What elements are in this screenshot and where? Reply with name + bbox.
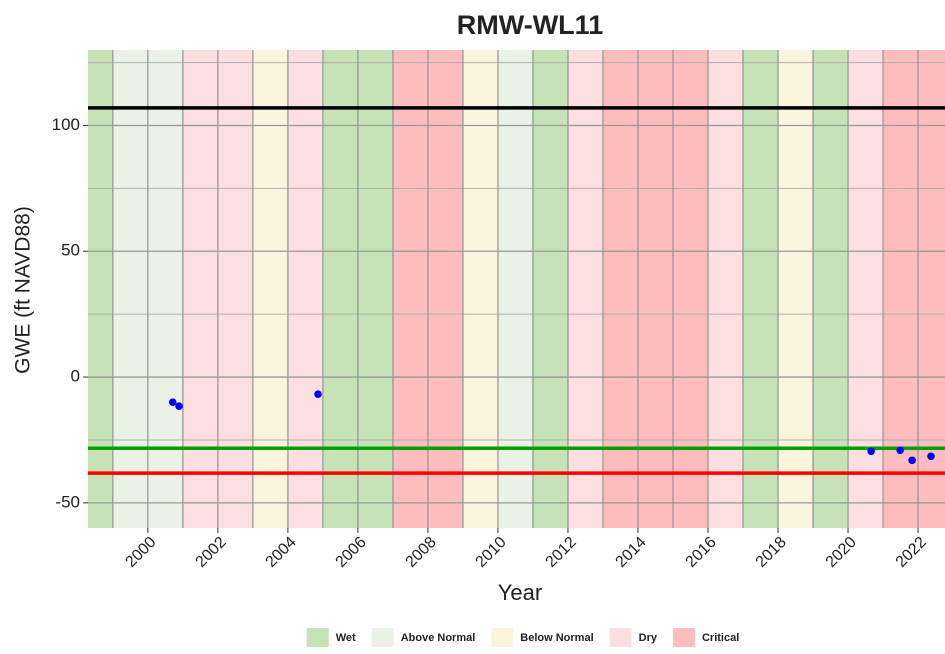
plot-area bbox=[88, 50, 945, 528]
chart-title: RMW-WL11 bbox=[457, 10, 603, 40]
water-year-band bbox=[497, 50, 533, 528]
legend-swatch bbox=[609, 628, 632, 647]
water-year-band bbox=[427, 50, 463, 528]
x-tick-label: 2008 bbox=[403, 534, 440, 571]
x-tick-label: 2002 bbox=[193, 534, 230, 571]
x-tick-label: 2020 bbox=[823, 534, 860, 571]
water-year-band bbox=[707, 50, 744, 528]
water-year-band bbox=[147, 50, 183, 528]
water-year-band bbox=[778, 50, 814, 528]
water-year-band bbox=[532, 50, 568, 528]
x-tick-label: 2018 bbox=[753, 534, 790, 571]
legend-label: Above Normal bbox=[401, 632, 476, 644]
y-tick-label: 50 bbox=[61, 241, 80, 260]
legend-label: Critical bbox=[702, 632, 739, 644]
legend: Wet Above Normal Below Normal Dry Critical bbox=[306, 628, 739, 647]
water-year-band bbox=[287, 50, 323, 528]
y-tick-label: 0 bbox=[71, 367, 80, 386]
water-year-band bbox=[462, 50, 498, 528]
x-tick-label: 2022 bbox=[893, 534, 930, 571]
data-point bbox=[896, 446, 904, 455]
water-year-band bbox=[848, 50, 884, 528]
water-year-band bbox=[252, 50, 288, 528]
water-year-band bbox=[322, 50, 358, 528]
water-year-band bbox=[672, 50, 708, 528]
water-year-band bbox=[112, 50, 148, 528]
water-year-band bbox=[567, 50, 603, 528]
x-tick-label: 2000 bbox=[122, 534, 159, 571]
x-tick-label: 2010 bbox=[473, 534, 510, 571]
legend-label: Dry bbox=[639, 632, 658, 644]
x-axis-label: Year bbox=[498, 580, 542, 605]
legend-swatch bbox=[491, 628, 514, 647]
legend-swatch bbox=[371, 628, 394, 647]
y-tick-label: -50 bbox=[55, 492, 80, 511]
y-axis-label: GWE (ft NAVD88) bbox=[12, 206, 35, 374]
y-tick-label: 100 bbox=[52, 115, 80, 134]
data-point bbox=[867, 447, 875, 456]
data-point bbox=[168, 398, 177, 407]
x-tick-label: 2006 bbox=[333, 534, 370, 571]
legend-label: Wet bbox=[336, 632, 356, 644]
data-point bbox=[927, 452, 935, 461]
water-year-band bbox=[637, 50, 673, 528]
data-point bbox=[314, 390, 322, 398]
water-year-band bbox=[602, 50, 638, 528]
water-year-band bbox=[357, 50, 393, 528]
x-tick-label: 2004 bbox=[263, 534, 300, 571]
water-year-band bbox=[217, 50, 253, 528]
legend-swatch bbox=[672, 628, 695, 647]
data-point bbox=[908, 456, 916, 465]
water-year-band bbox=[88, 50, 113, 528]
legend-swatch bbox=[306, 628, 329, 647]
water-year-band bbox=[743, 50, 779, 528]
water-year-band bbox=[182, 50, 218, 528]
x-tick-label: 2014 bbox=[613, 534, 650, 571]
water-year-band bbox=[813, 50, 849, 528]
water-year-band bbox=[883, 50, 919, 528]
legend-label: Below Normal bbox=[520, 632, 593, 644]
x-tick-label: 2016 bbox=[683, 534, 720, 571]
water-year-band bbox=[392, 50, 428, 528]
x-tick-label: 2012 bbox=[543, 534, 580, 571]
data-point bbox=[175, 402, 183, 411]
